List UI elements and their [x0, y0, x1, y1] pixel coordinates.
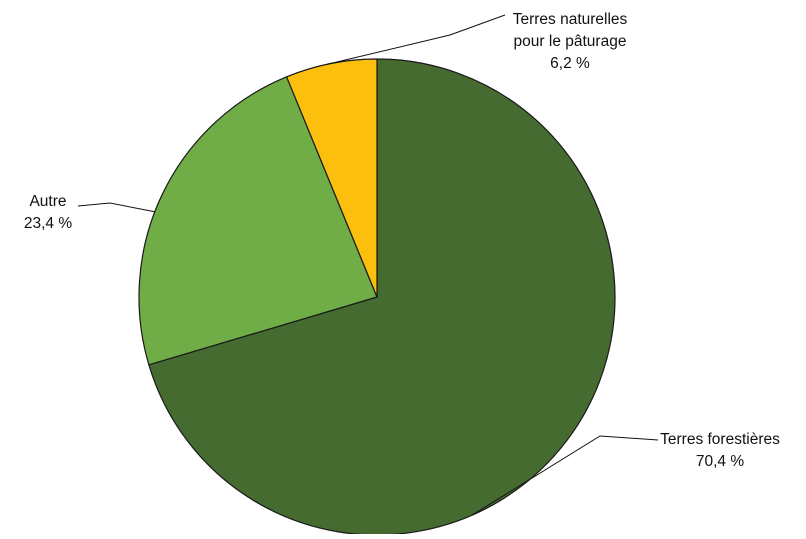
leader-pasture — [326, 14, 506, 65]
leader-lines — [77, 14, 659, 516]
slice-other — [138, 76, 378, 366]
label-pasture-value: 6,2 % — [550, 55, 590, 72]
label-pasture-line1: Terres naturelles — [513, 11, 628, 28]
label-forest-value: 70,4 % — [696, 453, 744, 470]
leader-other — [77, 202, 155, 213]
label-forest-line1: Terres forestières — [660, 431, 780, 448]
leader-forest — [471, 435, 659, 516]
pie-slices — [138, 58, 616, 536]
slice-forest — [148, 58, 616, 536]
label-other-line1: Autre — [29, 193, 66, 210]
label-other-value: 23,4 % — [24, 215, 72, 232]
label-pasture-line2: pour le pâturage — [514, 33, 627, 50]
slice-labels: Terres forestières 70,4 % Autre 23,4 % T… — [24, 11, 780, 470]
